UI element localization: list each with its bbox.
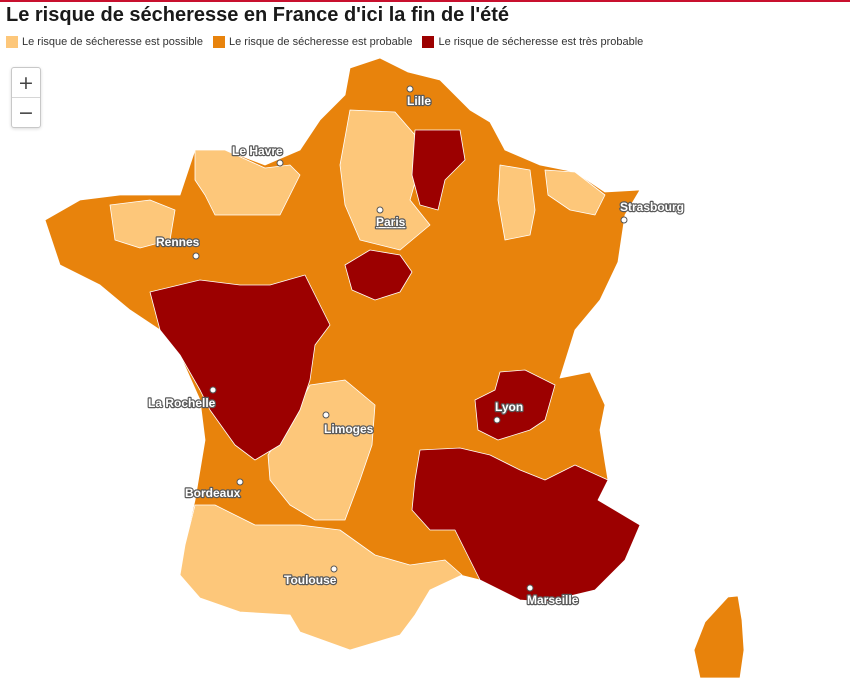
possible-region-lorraine[interactable] bbox=[544, 169, 606, 216]
legend-swatch-possible bbox=[6, 36, 18, 48]
tres-probable-region-loiret[interactable] bbox=[344, 249, 413, 301]
possible-region-normandie[interactable] bbox=[194, 149, 301, 216]
legend-item-tres-probable[interactable]: Le risque de sécheresse est très probabl… bbox=[422, 36, 643, 48]
city-dot-rennes bbox=[192, 252, 200, 260]
tres-probable-region-aisne[interactable] bbox=[411, 129, 466, 211]
legend-label-possible: Le risque de sécheresse est possible bbox=[22, 36, 203, 48]
city-label-lille: Lille bbox=[407, 94, 431, 108]
map-title: Le risque de sécheresse en France d'ici … bbox=[6, 4, 510, 26]
zoom-control: + − bbox=[11, 67, 41, 128]
city-label-le-havre: Le Havre bbox=[232, 144, 283, 158]
city-label-rennes: Rennes bbox=[156, 235, 200, 249]
city-marker-marseille[interactable]: Marseille bbox=[526, 584, 580, 608]
legend-swatch-tres-probable bbox=[422, 36, 435, 48]
city-label-toulouse: Toulouse bbox=[284, 573, 337, 587]
possible-region-idf[interactable] bbox=[339, 109, 431, 251]
legend-swatch-probable bbox=[213, 36, 225, 48]
city-dot-paris bbox=[376, 206, 384, 214]
legend-label-tres-probable: Le risque de sécheresse est très probabl… bbox=[438, 36, 644, 48]
city-marker-le-havre[interactable]: Le Havre bbox=[231, 143, 284, 167]
tres-probable-region-ouest[interactable] bbox=[149, 274, 331, 461]
city-dot-strasbourg bbox=[620, 216, 628, 224]
city-dot-lille bbox=[406, 85, 414, 93]
city-dot-toulouse bbox=[330, 565, 338, 573]
zoom-out-button[interactable]: − bbox=[12, 97, 40, 127]
zoom-in-button[interactable]: + bbox=[18, 71, 34, 94]
city-label-paris: Paris bbox=[376, 215, 406, 229]
city-marker-lyon[interactable]: Lyon bbox=[493, 399, 524, 424]
city-marker-bordeaux[interactable]: Bordeaux bbox=[184, 478, 244, 501]
city-dot-lyon bbox=[493, 416, 501, 424]
city-marker-rennes[interactable]: Rennes bbox=[155, 234, 201, 260]
city-label-limoges: Limoges bbox=[324, 422, 374, 436]
possible-region-bretagne[interactable] bbox=[109, 199, 176, 249]
legend-label-probable: Le risque de sécheresse est probable bbox=[229, 36, 413, 48]
legend-item-probable[interactable]: Le risque de sécheresse est probable bbox=[213, 36, 412, 48]
city-dot-la-rochelle bbox=[209, 386, 217, 394]
legend-item-possible[interactable]: Le risque de sécheresse est possible bbox=[6, 36, 203, 48]
city-marker-lille[interactable]: Lille bbox=[406, 85, 433, 109]
possible-region-marne[interactable] bbox=[497, 164, 536, 241]
city-marker-la-rochelle[interactable]: La Rochelle bbox=[147, 386, 217, 411]
city-label-lyon: Lyon bbox=[495, 400, 523, 414]
corsica-region[interactable] bbox=[693, 595, 745, 678]
legend: Le risque de sécheresse est possible Le … bbox=[6, 36, 653, 48]
city-dot-le-havre bbox=[276, 159, 284, 167]
possible-region-sud-ouest[interactable] bbox=[179, 504, 463, 651]
city-marker-toulouse[interactable]: Toulouse bbox=[283, 565, 338, 588]
city-marker-paris[interactable]: Paris bbox=[375, 206, 407, 230]
city-marker-strasbourg[interactable]: Strasbourg bbox=[619, 199, 685, 224]
tres-probable-region-sud-est[interactable] bbox=[411, 447, 641, 603]
city-dot-marseille bbox=[526, 584, 534, 592]
city-marker-limoges[interactable]: Limoges bbox=[322, 411, 375, 437]
city-label-marseille: Marseille bbox=[527, 593, 579, 607]
city-label-strasbourg: Strasbourg bbox=[620, 200, 684, 214]
top-accent-line bbox=[0, 0, 850, 2]
city-dot-bordeaux bbox=[236, 478, 244, 486]
city-label-bordeaux: Bordeaux bbox=[185, 486, 241, 500]
city-label-la-rochelle: La Rochelle bbox=[148, 396, 216, 410]
city-dot-limoges bbox=[322, 411, 330, 419]
